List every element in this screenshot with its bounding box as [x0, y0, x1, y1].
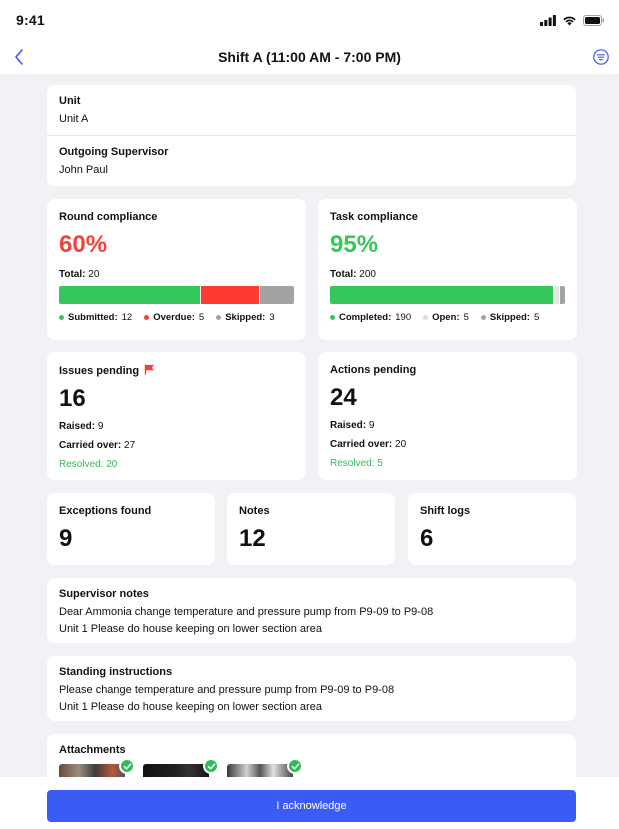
bar-segment: [553, 286, 560, 304]
unit-value: Unit A: [59, 113, 89, 125]
task-compliance-legend: Completed: 190 Open: 5 Skipped: 5: [330, 312, 565, 323]
notes-count: 12: [239, 525, 266, 552]
footer: I acknowledge: [0, 777, 619, 829]
issues-count: 16: [59, 385, 86, 412]
notes-title: Notes: [239, 505, 270, 517]
bar-segment: [200, 286, 259, 304]
actions-pending-title: Actions pending: [330, 364, 417, 376]
unit-label: Unit: [59, 95, 81, 107]
flag-icon: [144, 364, 155, 375]
chevron-left-icon: [15, 49, 23, 65]
actions-carried-over: Carried over: 20: [330, 439, 407, 450]
legend-dot: [216, 315, 222, 320]
total-label: Total:: [330, 269, 357, 280]
supervisor-notes-card: Supervisor notes Dear Ammonia change tem…: [47, 578, 576, 643]
legend-item: Overdue: 5: [144, 312, 204, 323]
actions-raised: Raised: 9: [330, 420, 375, 431]
battery-icon: [583, 14, 604, 26]
shift-logs-count: 6: [420, 525, 434, 552]
actions-resolved: Resolved: 5: [330, 458, 383, 469]
task-compliance-total: Total: 200: [330, 269, 565, 280]
exceptions-card[interactable]: Exceptions found 9: [47, 493, 215, 565]
back-button[interactable]: [8, 46, 30, 68]
bar-segment: [330, 286, 554, 304]
bar-segment: [258, 286, 294, 304]
supervisor-notes-line2: Unit 1 Please do house keeping on lower …: [59, 623, 322, 635]
total-value: 200: [359, 269, 376, 280]
legend-dot: [330, 315, 335, 320]
legend-dot: [144, 315, 150, 320]
total-value: 20: [88, 269, 100, 280]
legend-item: Submitted: 12: [59, 312, 132, 323]
supervisor-notes-title: Supervisor notes: [59, 588, 149, 600]
actions-pending-card[interactable]: Actions pending 24 Raised: 9 Carried ove…: [318, 352, 577, 480]
filter-icon: [593, 49, 609, 65]
issues-raised: Raised: 9: [59, 421, 104, 432]
filter-button[interactable]: [590, 46, 612, 68]
status-bar: 9:41: [0, 0, 619, 40]
task-compliance-title: Task compliance: [330, 211, 418, 223]
standing-instructions-line1: Please change temperature and pressure p…: [59, 684, 395, 696]
legend-dot: [423, 315, 429, 320]
supervisor-value: John Paul: [59, 164, 108, 176]
bar-segment: [59, 286, 200, 304]
exceptions-count: 9: [59, 525, 73, 552]
acknowledge-button[interactable]: I acknowledge: [47, 790, 576, 822]
exceptions-title: Exceptions found: [59, 505, 152, 517]
standing-instructions-title: Standing instructions: [59, 666, 173, 678]
issues-carried-over: Carried over: 27: [59, 440, 136, 451]
task-compliance-card[interactable]: Task compliance 95% Total: 200 Completed…: [318, 199, 577, 340]
shift-logs-card[interactable]: Shift logs 6: [408, 493, 576, 565]
issues-pending-title: Issues pending: [59, 364, 294, 377]
round-compliance-title: Round compliance: [59, 211, 158, 223]
round-compliance-bar: [59, 286, 294, 304]
check-icon: [287, 758, 303, 774]
check-icon: [203, 758, 219, 774]
task-compliance-bar: [330, 286, 565, 304]
legend-item: Open: 5: [423, 312, 469, 323]
notes-card[interactable]: Notes 12: [227, 493, 395, 565]
check-icon: [119, 758, 135, 774]
supervisor-label: Outgoing Supervisor: [59, 146, 169, 158]
unit-card: Unit Unit A Outgoing Supervisor John Pau…: [47, 85, 576, 186]
round-compliance-card[interactable]: Round compliance 60% Total: 20 Submitted…: [47, 199, 306, 340]
issues-resolved: Resolved: 20: [59, 459, 118, 470]
issues-pending-label: Issues pending: [59, 365, 140, 377]
bar-segment: [559, 286, 565, 304]
legend-dot: [480, 315, 486, 320]
supervisor-notes-line1: Dear Ammonia change temperature and pres…: [59, 606, 434, 618]
system-icons: [540, 14, 605, 26]
legend-item: Skipped: 5: [480, 312, 539, 323]
total-label: Total:: [59, 269, 86, 280]
round-compliance-percent: 60%: [59, 231, 108, 258]
legend-dot: [59, 315, 64, 320]
standing-instructions-card: Standing instructions Please change temp…: [47, 656, 576, 721]
page-title: Shift A (11:00 AM - 7:00 PM): [218, 49, 401, 65]
task-compliance-percent: 95%: [330, 231, 379, 258]
status-time: 9:41: [16, 12, 45, 28]
round-compliance-total: Total: 20: [59, 269, 294, 280]
nav-bar: Shift A (11:00 AM - 7:00 PM): [0, 40, 619, 74]
issues-pending-card[interactable]: Issues pending 16 Raised: 9 Carried over…: [47, 352, 306, 480]
actions-count: 24: [330, 384, 357, 411]
shift-logs-title: Shift logs: [420, 505, 471, 517]
wifi-icon: [563, 16, 576, 25]
legend-item: Completed: 190: [330, 312, 411, 323]
round-compliance-legend: Submitted: 12 Overdue: 5 Skipped: 3: [59, 312, 294, 323]
standing-instructions-line2: Unit 1 Please do house keeping on lower …: [59, 701, 322, 713]
divider: [47, 135, 576, 136]
signal-icon: [540, 14, 556, 26]
attachments-title: Attachments: [59, 744, 126, 756]
legend-item: Skipped: 3: [216, 312, 275, 323]
